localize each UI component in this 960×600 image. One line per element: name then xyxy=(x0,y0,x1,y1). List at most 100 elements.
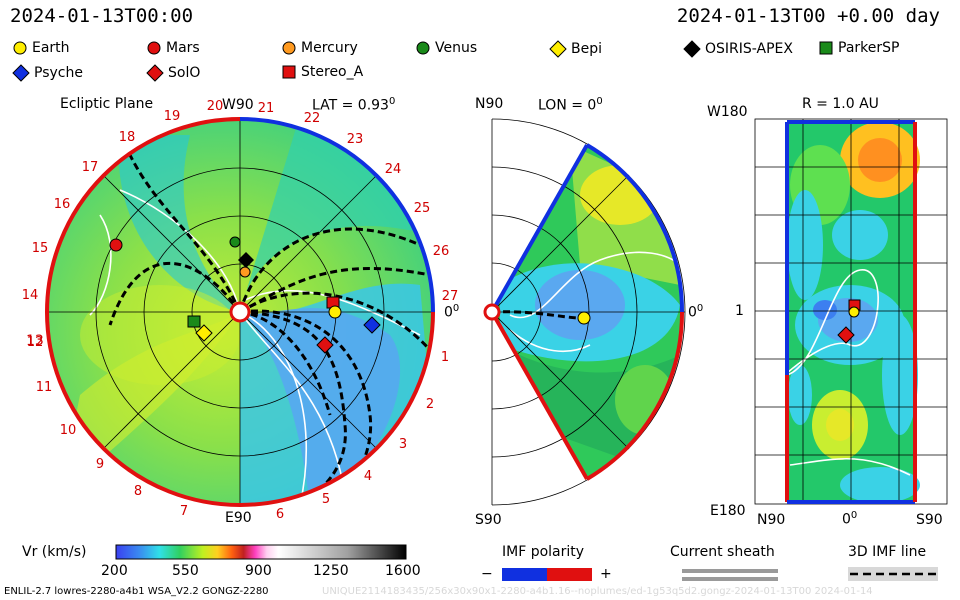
ecliptic-zero-label: 00 xyxy=(444,303,460,321)
svg-text:12: 12 xyxy=(27,335,44,350)
imf-plus-label: + xyxy=(600,566,612,582)
svg-text:2: 2 xyxy=(426,397,434,412)
mercury-marker xyxy=(239,266,251,278)
earth-marker xyxy=(328,305,342,319)
latlon-r-label: R = 1.0 AU xyxy=(802,96,879,112)
earth-marker xyxy=(848,306,860,318)
ecliptic-title: Ecliptic Plane xyxy=(60,96,154,112)
meridional-lon-label: LON = 00 xyxy=(538,96,603,114)
legend-item-earth: Earth xyxy=(12,40,70,56)
polarity-rim-toward xyxy=(44,117,435,508)
legend-item-psyche: Psyche xyxy=(12,64,83,82)
legend-label: Venus xyxy=(435,40,478,56)
current-sheath-label: Current sheath xyxy=(670,544,775,560)
imf-negative-swatch xyxy=(502,568,547,581)
svg-text:10: 10 xyxy=(60,423,77,438)
svg-text:7: 7 xyxy=(180,504,188,519)
stereo-a-marker-icon xyxy=(282,65,296,79)
imf-line-swatch xyxy=(848,567,938,581)
svg-text:14: 14 xyxy=(22,288,39,303)
svg-text:4: 4 xyxy=(364,469,372,484)
polarity-rim-away xyxy=(239,117,435,313)
legend-label: Earth xyxy=(32,40,70,56)
ecliptic-w90-label: W90 xyxy=(222,97,254,113)
meridional-edge-north xyxy=(490,144,589,313)
legend-item-venus: Venus xyxy=(415,40,477,56)
earth-marker xyxy=(577,311,591,325)
meridional-plot xyxy=(483,118,686,506)
sheath-swatch-line xyxy=(682,569,778,573)
meridional-n90-label: N90 xyxy=(475,96,504,112)
colorbar-tick-550: 550 xyxy=(172,563,199,579)
meridional-rim-north xyxy=(585,143,685,313)
svg-text:11: 11 xyxy=(36,380,53,395)
latlon-e180-label: E180 xyxy=(710,503,746,519)
colorbar-label: Vr (km/s) xyxy=(22,544,87,560)
svg-text:26: 26 xyxy=(433,244,450,259)
meridional-s90-label: S90 xyxy=(475,512,502,528)
sheath-swatch-line xyxy=(682,577,778,581)
mars-marker-icon xyxy=(147,41,161,55)
colorbar-tick-200: 200 xyxy=(101,563,128,579)
carrington-ticks: 1 2 3 4 5 6 7 8 9 10 11 12 13 14 15 16 1… xyxy=(22,99,459,522)
ecliptic-e90-label: E90 xyxy=(225,510,252,526)
parkersp-marker-icon xyxy=(819,41,833,55)
svg-text:21: 21 xyxy=(258,101,275,116)
mercury-marker-icon xyxy=(282,41,296,55)
imf-polarity-label: IMF polarity xyxy=(502,544,585,560)
datetime-title: 2024-01-13T00:00 xyxy=(10,5,194,27)
legend-label: Psyche xyxy=(34,65,83,81)
meridional-speed-field xyxy=(492,145,683,479)
legend-item-parkersp: ParkerSP xyxy=(818,40,899,56)
sun-icon xyxy=(483,303,501,321)
legend-label: OSIRIS-APEX xyxy=(705,41,793,57)
bepi-marker xyxy=(195,324,213,342)
legend-item-mars: Mars xyxy=(146,40,200,56)
colorbar-tick-1600: 1600 xyxy=(385,563,421,579)
colorbar-tick-900: 900 xyxy=(245,563,272,579)
legend-item-bepi: Bepi xyxy=(549,40,602,58)
forecast-title: 2024-01-13T00 +0.00 day xyxy=(676,5,940,27)
svg-text:22: 22 xyxy=(304,111,321,126)
mars-marker xyxy=(109,238,123,252)
model-footer: ENLIL-2.7 lowres-2280-a4b1 WSA_V2.2 GONG… xyxy=(4,586,269,597)
legend-item-osiris-apex: OSIRIS-APEX xyxy=(683,40,793,58)
svg-text:8: 8 xyxy=(134,484,142,499)
svg-text:15: 15 xyxy=(32,241,49,256)
latlon-zero-label: 00 xyxy=(842,510,858,528)
legend-label: Stereo_A xyxy=(301,64,364,80)
svg-text:9: 9 xyxy=(96,457,104,472)
meridional-grid xyxy=(491,118,686,506)
earth-marker-icon xyxy=(13,41,27,55)
svg-text:24: 24 xyxy=(385,162,402,177)
legend-item-mercury: Mercury xyxy=(281,40,358,56)
svg-text:25: 25 xyxy=(414,201,431,216)
imf-minus-label: − xyxy=(481,566,493,582)
svg-text:17: 17 xyxy=(82,160,99,175)
solo-marker-icon xyxy=(146,64,164,82)
parkersp-marker xyxy=(187,315,201,328)
svg-text:19: 19 xyxy=(164,109,181,124)
legend-label: Mercury xyxy=(301,40,358,56)
svg-text:18: 18 xyxy=(119,130,136,145)
solo-marker xyxy=(837,326,855,344)
imf-line-label: 3D IMF line xyxy=(848,544,927,560)
carrington-tick-13: 13 xyxy=(26,333,44,349)
svg-text:20: 20 xyxy=(207,99,224,114)
svg-text:6: 6 xyxy=(276,507,284,522)
osiris-apex-marker-icon xyxy=(683,40,701,58)
svg-text:3: 3 xyxy=(399,437,407,452)
meridional-rim-south xyxy=(585,311,685,481)
latlon-s90-label: S90 xyxy=(916,512,943,528)
legend-label: Mars xyxy=(166,40,200,56)
ecliptic-lat-label: LAT = 0.930 xyxy=(312,96,396,114)
speed-colorbar xyxy=(115,544,407,560)
venus-marker-icon xyxy=(416,41,430,55)
meridional-edge-south xyxy=(490,311,589,480)
legend-item-stereo-a: Stereo_A xyxy=(281,64,363,80)
solo-marker xyxy=(316,336,334,354)
svg-text:27: 27 xyxy=(442,289,459,304)
ecliptic-plot: 1 2 3 4 5 6 7 8 9 10 11 12 13 14 15 16 1… xyxy=(22,99,459,522)
legend-label: SolO xyxy=(168,65,201,81)
svg-text:23: 23 xyxy=(347,132,364,147)
